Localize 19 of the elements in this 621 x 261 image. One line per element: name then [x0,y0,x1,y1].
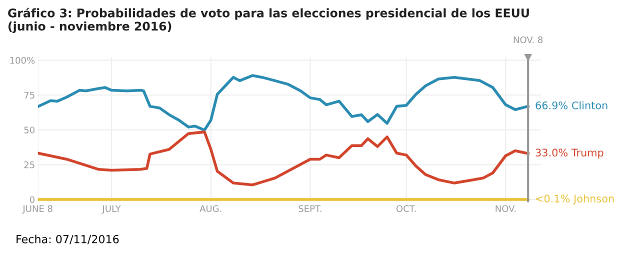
x-tick-label: NOV. [496,205,516,212]
x-tick-label: AUG. [200,205,222,212]
ref-line-label: NOV. 8 [514,36,543,44]
y-tick-label: 50 [24,126,35,134]
x-tick-label: JUNE 8 [22,205,52,214]
y-tick-label: 100% [10,56,35,64]
text: 66.9% Clinton [536,101,608,110]
x-tick-label: OCT. [396,205,416,212]
y-tick-label: 0 [30,196,35,204]
text: <0.1% Johnson [536,194,614,204]
line-series [38,130,530,186]
x-tick-label: SEPT. [298,205,322,212]
line-series [38,74,530,132]
y-tick-label: 75 [24,92,34,99]
text: 33.0% Trump [536,148,604,159]
x-tick-label: JULY [102,205,121,214]
text: Fecha: 07/11/2016 [16,234,119,244]
y-tick-label: 25 [24,161,34,168]
chart-title: Gráfico 3: Probabilidades de voto para las elecciones presidencial de los EEUU (junio - noviembre 2016) [8,8,529,34]
